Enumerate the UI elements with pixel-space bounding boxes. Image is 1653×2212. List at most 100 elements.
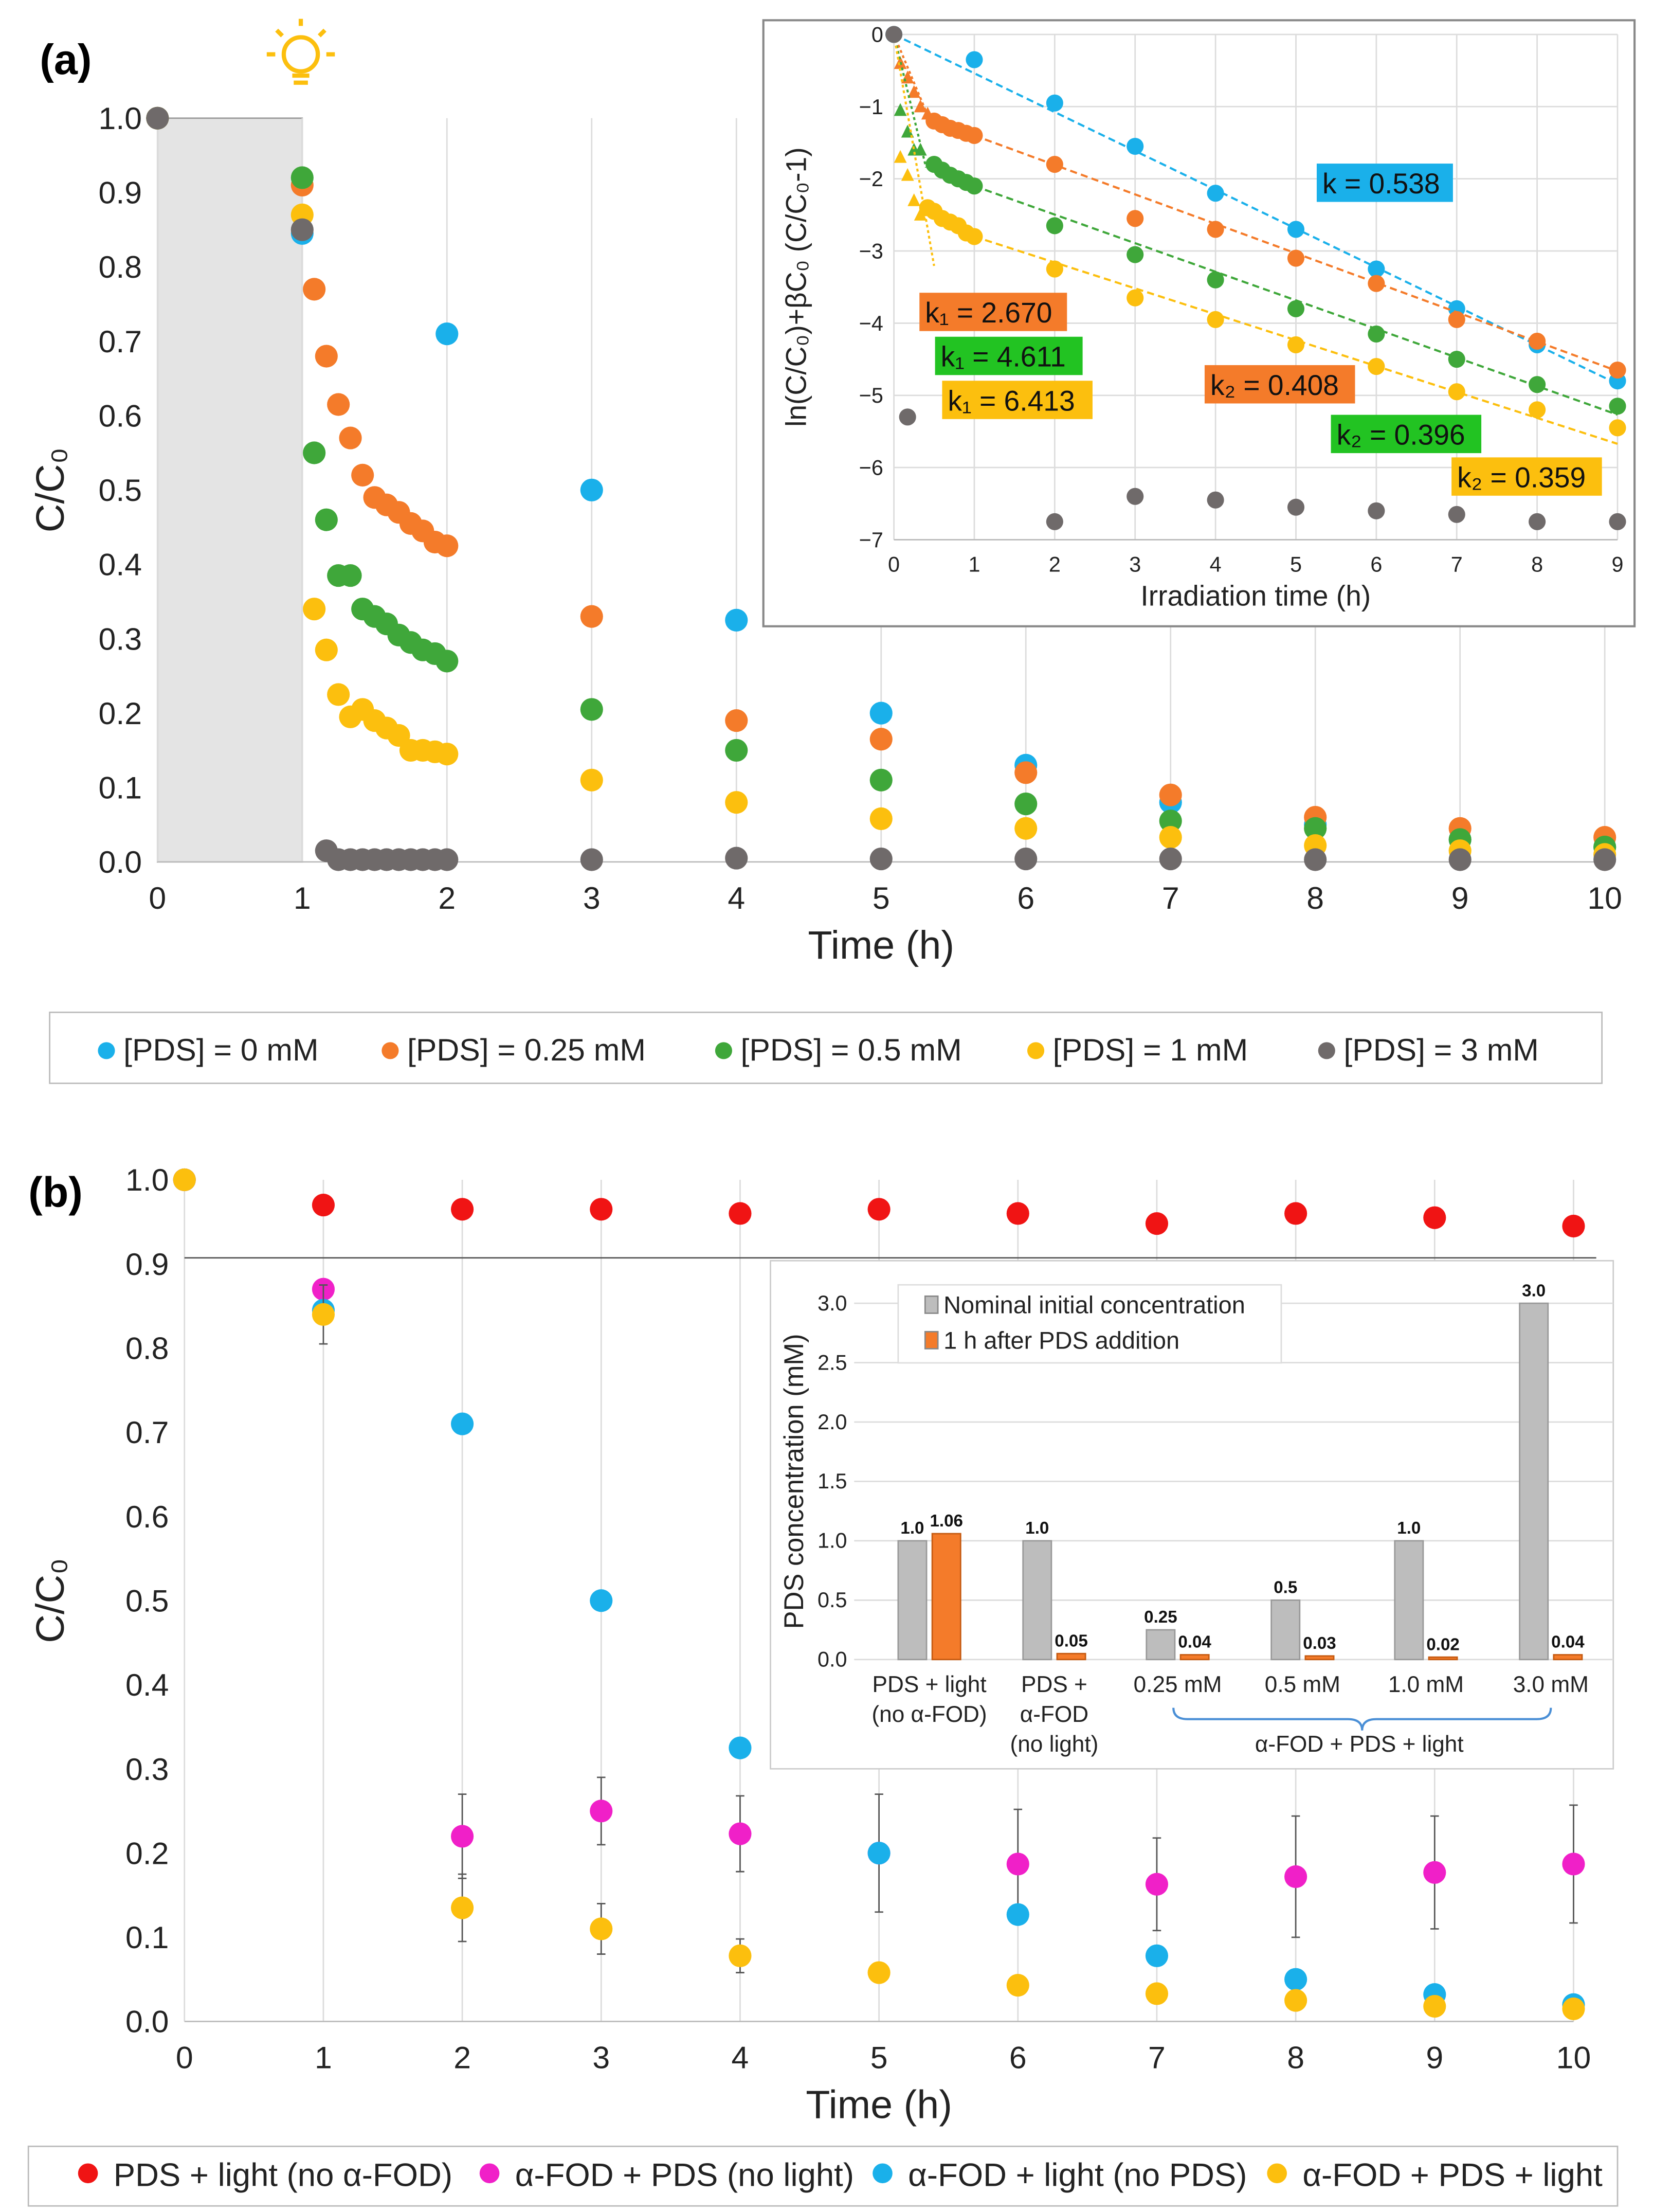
category-label: (no α-FOD) (871, 1702, 987, 1727)
fit-line (974, 235, 1618, 445)
data-point (1046, 217, 1063, 235)
x-axis-title: Time (h) (806, 2083, 952, 2127)
category-label: 3.0 mM (1513, 1672, 1589, 1697)
data-point (1159, 826, 1182, 849)
data-point-triangle (901, 168, 914, 181)
data-point (1368, 358, 1385, 375)
series-3 (893, 34, 1626, 445)
rate-constant-box (935, 336, 1083, 375)
data-point (1127, 210, 1144, 227)
y-tick-label: 0.3 (99, 621, 142, 656)
legend-marker (1318, 1042, 1335, 1059)
legend-label: Nominal initial concentration (943, 1291, 1245, 1318)
data-point (729, 1736, 752, 1759)
y-tick-label: 2.0 (818, 1410, 847, 1434)
data-point-triangle (907, 193, 921, 206)
data-point (435, 650, 459, 673)
data-point-triangle (907, 85, 921, 98)
data-point (1368, 502, 1385, 519)
y-tick-label: 0.6 (125, 1499, 169, 1534)
legend-label: α-FOD + PDS + light (1302, 2157, 1603, 2193)
x-tick-label: 4 (1210, 552, 1222, 576)
x-tick-label: 8 (1306, 880, 1324, 915)
legend-label: PDS + light (no α-FOD) (114, 2157, 452, 2193)
data-point (580, 848, 603, 871)
legend-marker (715, 1042, 732, 1059)
legend-box (49, 1011, 1603, 1084)
legend-marker (78, 2163, 98, 2184)
data-point (885, 26, 903, 43)
y-tick-label: 1.5 (818, 1469, 847, 1493)
legend-marker (479, 2163, 500, 2184)
bar (1146, 1629, 1176, 1661)
data-point (1014, 847, 1038, 871)
data-point (435, 322, 459, 346)
x-tick-label: 4 (732, 2040, 749, 2075)
y-tick-label: −3 (859, 239, 883, 263)
category-label: (no light) (1010, 1732, 1099, 1757)
category-label: PDS + light (873, 1672, 987, 1697)
data-point (725, 739, 748, 762)
data-point (729, 1202, 752, 1225)
bar-value-label: 0.03 (1303, 1634, 1336, 1653)
data-point (580, 768, 603, 792)
bar-value-label: 0.02 (1426, 1635, 1459, 1654)
data-point (869, 768, 893, 792)
data-point (1448, 848, 1472, 871)
data-point (1609, 419, 1626, 437)
bar (1394, 1540, 1424, 1661)
x-tick-label: 8 (1287, 2040, 1304, 2075)
legend-marker (1027, 1042, 1045, 1059)
data-point-triangle (914, 142, 927, 156)
data-point (1609, 362, 1626, 379)
legend-swatch (924, 1295, 939, 1314)
data-point (1448, 311, 1465, 328)
rate-constant-box (942, 381, 1093, 419)
data-point (327, 683, 350, 706)
x-tick-label: 5 (1290, 552, 1302, 576)
data-point (1609, 398, 1626, 415)
series-2 (173, 1168, 1585, 2016)
y-tick-label: 0.2 (125, 1836, 169, 1871)
x-tick-label: 10 (1587, 880, 1622, 915)
bar (1428, 1656, 1458, 1661)
x-tick-label: 8 (1531, 552, 1543, 576)
y-tick-label: 0.5 (99, 473, 142, 508)
data-point (867, 1198, 891, 1221)
data-point (1207, 221, 1224, 238)
rate-constant-label: k₂ = 0.396 (1337, 419, 1465, 451)
data-point (1562, 1214, 1585, 1238)
data-point (1145, 1212, 1169, 1235)
data-point (1207, 271, 1224, 289)
x-tick-label: 2 (1049, 552, 1061, 576)
data-point (729, 1944, 752, 1967)
y-tick-label: 3.0 (818, 1291, 847, 1315)
category-label: 1.0 mM (1388, 1672, 1464, 1697)
y-tick-label: 1.0 (818, 1529, 847, 1553)
bar (1179, 1654, 1210, 1661)
y-tick-label: 0.9 (99, 175, 142, 210)
data-point (1207, 491, 1224, 509)
bar (897, 1540, 928, 1661)
legend-label: α-FOD + light (no PDS) (908, 2157, 1247, 2193)
data-point (1145, 1982, 1169, 2005)
fit-line-k1 (893, 34, 935, 266)
rate-constant-label: k₂ = 0.408 (1210, 369, 1339, 401)
x-tick-label: 9 (1451, 880, 1469, 915)
legend-box (897, 1284, 1282, 1364)
data-point (1529, 401, 1546, 419)
bar (1304, 1655, 1335, 1661)
data-point (303, 441, 326, 464)
x-tick-label: 7 (1451, 552, 1463, 576)
y-tick-label: 0.1 (99, 770, 142, 805)
data-point (590, 1589, 613, 1612)
x-tick-label: 0 (149, 880, 166, 915)
data-point (580, 605, 603, 628)
data-point (173, 1168, 196, 1192)
x-tick-label: 3 (592, 2040, 610, 2075)
data-point (435, 743, 459, 766)
data-point (1423, 1861, 1446, 1884)
y-tick-label: −7 (859, 528, 883, 552)
x-tick-label: 5 (873, 880, 890, 915)
